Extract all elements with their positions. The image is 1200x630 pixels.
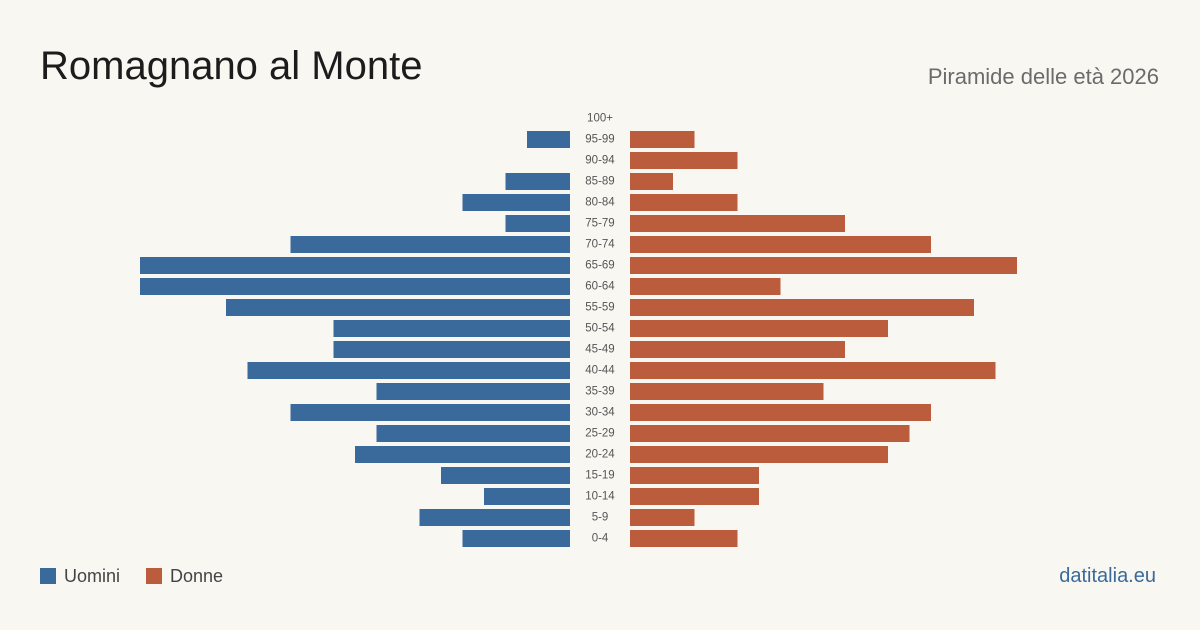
legend-label-women: Donne <box>170 566 224 586</box>
bar-women-65-69 <box>630 257 1017 274</box>
age-label-10-14: 10-14 <box>585 491 615 503</box>
age-label-65-69: 65-69 <box>585 260 614 272</box>
age-label-85-89: 85-89 <box>585 176 614 188</box>
age-label-50-54: 50-54 <box>585 323 615 335</box>
age-label-30-34: 30-34 <box>585 407 615 419</box>
age-label-55-59: 55-59 <box>585 302 614 314</box>
legend-item-women: Donne <box>146 566 223 586</box>
bar-men-75-79 <box>505 215 570 232</box>
bar-men-35-39 <box>376 383 570 400</box>
bar-men-55-59 <box>226 299 570 316</box>
age-label-90-94: 90-94 <box>585 155 615 167</box>
age-label-80-84: 80-84 <box>585 197 615 209</box>
chart-subtitle: Piramide delle età 2026 <box>927 64 1159 89</box>
bar-men-95-99 <box>527 131 570 148</box>
bar-women-90-94 <box>630 152 738 169</box>
bar-men-15-19 <box>441 467 570 484</box>
bar-women-5-9 <box>630 509 695 526</box>
age-label-20-24: 20-24 <box>585 449 615 461</box>
bar-women-30-34 <box>630 404 931 421</box>
bar-men-80-84 <box>462 194 570 211</box>
age-label-75-79: 75-79 <box>585 218 614 230</box>
age-label-35-39: 35-39 <box>585 386 614 398</box>
bar-women-15-19 <box>630 467 759 484</box>
bar-women-45-49 <box>630 341 845 358</box>
age-label-60-64: 60-64 <box>585 281 615 293</box>
bar-men-65-69 <box>140 257 570 274</box>
bar-women-85-89 <box>630 173 673 190</box>
bar-women-70-74 <box>630 236 931 253</box>
bar-men-50-54 <box>333 320 570 337</box>
bar-men-10-14 <box>484 488 570 505</box>
bar-men-40-44 <box>247 362 570 379</box>
legend-label-men: Uomini <box>64 566 121 586</box>
age-label-25-29: 25-29 <box>585 428 614 440</box>
bar-men-70-74 <box>290 236 570 253</box>
bar-women-20-24 <box>630 446 888 463</box>
age-label-70-74: 70-74 <box>585 239 615 251</box>
bar-women-0-4 <box>630 530 738 547</box>
legend-swatch-women <box>146 568 163 584</box>
bar-men-5-9 <box>419 509 570 526</box>
legend-item-men: Uomini <box>40 566 120 586</box>
bar-men-60-64 <box>140 278 570 295</box>
bar-men-0-4 <box>462 530 570 547</box>
bar-women-40-44 <box>630 362 996 379</box>
bar-women-55-59 <box>630 299 974 316</box>
chart-legend: Uomini Donne <box>40 566 249 586</box>
bar-men-45-49 <box>333 341 570 358</box>
age-label-45-49: 45-49 <box>585 344 614 356</box>
bar-women-25-29 <box>630 425 910 442</box>
legend-swatch-men <box>40 568 56 584</box>
age-label-95-99: 95-99 <box>585 134 614 146</box>
bar-men-20-24 <box>355 446 570 463</box>
bar-men-30-34 <box>290 404 570 421</box>
bar-women-10-14 <box>630 488 759 505</box>
bar-women-60-64 <box>630 278 781 295</box>
bar-women-75-79 <box>630 215 845 232</box>
bar-men-85-89 <box>505 173 570 190</box>
bar-women-95-99 <box>630 131 695 148</box>
age-label-15-19: 15-19 <box>585 470 614 482</box>
age-label-40-44: 40-44 <box>585 365 615 377</box>
bar-men-25-29 <box>376 425 570 442</box>
age-label-0-4: 0-4 <box>592 533 609 545</box>
bar-women-50-54 <box>630 320 888 337</box>
age-label-5-9: 5-9 <box>592 512 609 524</box>
age-label-100-plus: 100+ <box>587 113 613 125</box>
chart-title: Romagnano al Monte <box>40 44 423 88</box>
bar-women-35-39 <box>630 383 824 400</box>
source-link[interactable]: datitalia.eu <box>1059 565 1156 587</box>
bar-women-80-84 <box>630 194 738 211</box>
